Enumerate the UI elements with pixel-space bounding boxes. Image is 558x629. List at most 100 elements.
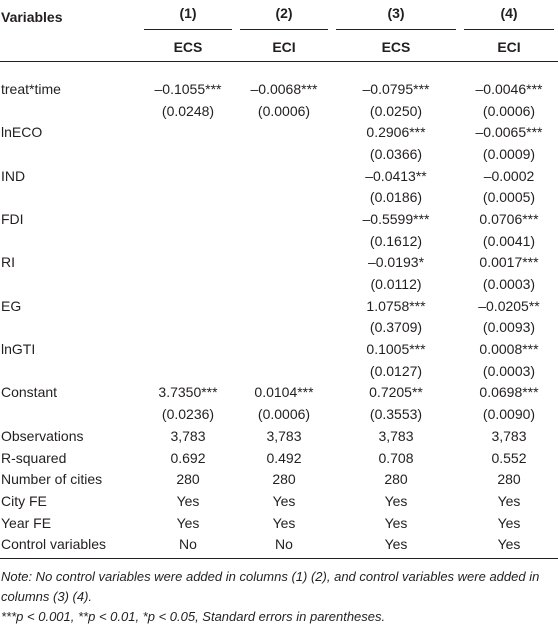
cell: Yes [272,492,296,509]
row-label: IND [1,167,26,184]
cell: (0.0186) [369,189,423,206]
cell: Yes [384,492,408,509]
table-row: Year FE Yes Yes Yes Yes [0,512,558,534]
table-row: (0.0248) (0.0006) (0.0250) (0.0006) [0,100,558,122]
cell: (0.0006) [482,102,536,119]
cell: (0.0009) [482,145,536,162]
table-row: Observations 3,783 3,783 3,783 3,783 [0,425,558,447]
notes: Note: No control variables were added in… [0,559,558,627]
cell: 0.552 [491,449,527,466]
cell [140,338,236,360]
row-label: lnECO [1,124,43,141]
cell [236,338,332,360]
cell: (0.0127) [369,362,423,379]
row-label [0,100,140,122]
cell: –0.0413** [365,167,427,184]
cell [236,252,332,274]
row-label: EG [1,297,22,314]
cell [236,273,332,295]
table-row: (0.0112) (0.0003) [0,273,558,295]
row-label: City FE [1,492,47,509]
cell: 3,783 [491,427,527,444]
cell [140,317,236,339]
row-label: RI [1,254,15,271]
row-label: FDI [1,210,24,227]
cell: 0.692 [170,449,206,466]
cell: 3.7350*** [158,384,218,401]
cell: 3,783 [266,427,302,444]
cell [236,360,332,382]
cell: (0.0090) [482,406,536,423]
table-row: Constant 3.7350*** 0.0104*** 0.7205** 0.0698… [0,382,558,404]
cell: –0.1055*** [154,80,222,97]
cell [140,121,236,143]
row-label: Control variables [0,533,140,560]
row-label: R-squared [1,449,67,466]
column-number: (1) [144,5,232,30]
cell: –0.0795*** [362,80,430,97]
row-label [0,317,140,339]
cell [236,143,332,165]
column-number: (2) [240,5,328,30]
table-row: lnECO 0.2906*** –0.0065*** [0,121,558,143]
cell: –0.0046*** [475,80,543,97]
cell: (0.0248) [161,102,215,119]
row-label: lnGTI [1,341,36,358]
dependent-variable: ECS [140,32,236,62]
table-row: City FE Yes Yes Yes Yes [0,490,558,512]
cell: Yes [176,492,200,509]
table-row: (0.1612) (0.0041) [0,230,558,252]
row-label: Year FE [1,514,52,531]
cell: 0.0017*** [479,254,539,271]
note: ***p < 0.001, **p < 0.01, *p < 0.05, Sta… [1,609,386,625]
cell [236,186,332,208]
cell: (0.0005) [482,189,536,206]
cell [236,295,332,317]
cell: No [140,533,236,560]
cell: (0.1612) [369,232,423,249]
cell [140,360,236,382]
cell: (0.0112) [370,276,422,293]
cell [140,143,236,165]
dependent-variable: ECS [332,32,460,62]
table-body: treat*time –0.1055*** –0.0068*** –0.0795***… [0,62,558,560]
cell: –0.0002 [483,167,535,184]
cell: Yes [176,514,200,531]
cell: 0.0706*** [479,210,539,227]
cell: (0.0093) [482,319,536,336]
cell: (0.0041) [482,232,536,249]
cell: Yes [272,514,296,531]
cell: 0.2906*** [366,124,426,141]
column-number: (3) [336,5,456,30]
table-row: (0.3709) (0.0093) [0,317,558,339]
cell: –0.0193* [367,254,425,271]
row-label: Observations [1,427,84,444]
row-label: Number of cities [1,471,103,488]
cell [140,208,236,230]
table-row: IND –0.0413** –0.0002 [0,165,558,187]
table-row: Number of cities 280 280 280 280 [0,468,558,490]
cell [236,208,332,230]
cell: (0.0006) [257,102,311,119]
table-row: (0.0236) (0.0006) (0.3553) (0.0090) [0,403,558,425]
cell: No [236,533,332,560]
cell [236,165,332,187]
cell: –0.0205** [478,297,540,314]
cell: (0.0006) [257,406,311,423]
cell: (0.0236) [161,406,215,423]
cell [140,252,236,274]
cell: 3,783 [170,427,206,444]
row-label [0,143,140,165]
cell: 0.0104*** [254,384,314,401]
cell: Yes [497,514,521,531]
cell: (0.0250) [369,102,423,119]
cell: –0.0065*** [475,124,543,141]
row-label [0,403,140,425]
cell: 280 [176,471,200,488]
cell: 0.1005*** [366,341,426,358]
table-row: R-squared 0.692 0.492 0.708 0.552 [0,447,558,469]
cell: (0.3709) [369,319,423,336]
cell: –0.0068*** [250,80,318,97]
row-label [0,186,140,208]
